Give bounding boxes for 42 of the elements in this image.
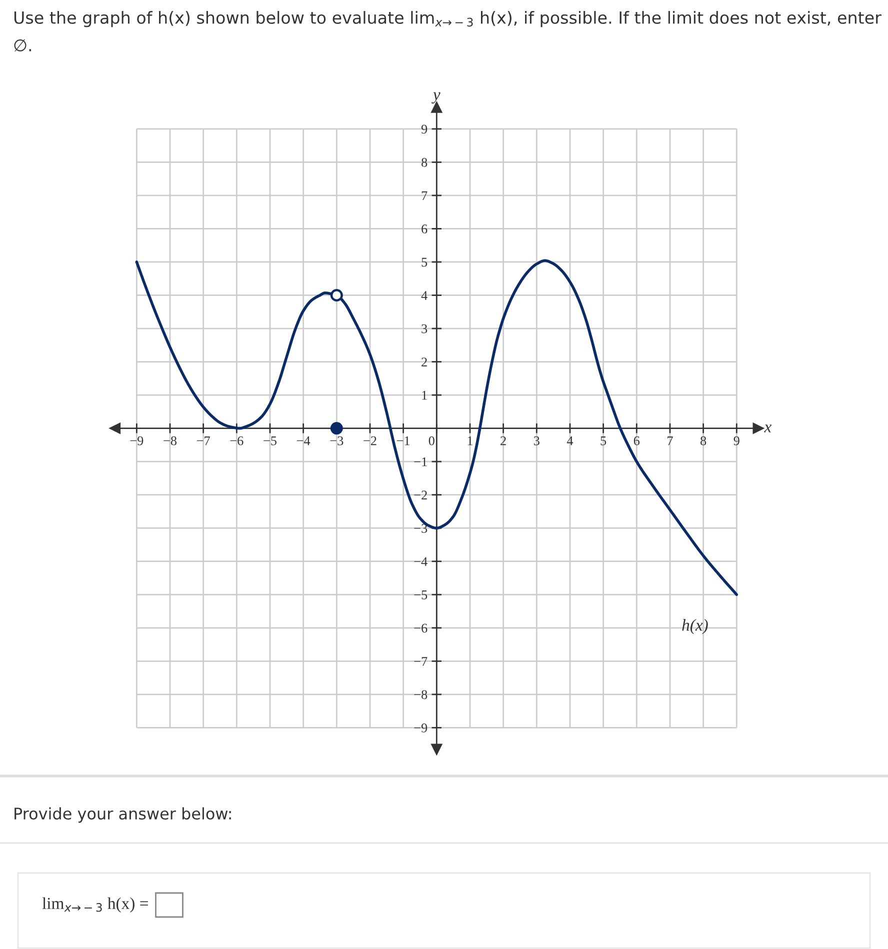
y-tick-label: −7	[414, 657, 428, 666]
y-tick-label: 1	[422, 390, 427, 400]
y-axis-title: y	[432, 92, 440, 104]
y-tick-label: 8	[422, 158, 428, 167]
x-tick-label: −8	[164, 436, 177, 446]
text: Provide your answer below:	[14, 807, 231, 823]
y-tick-label: 3	[422, 324, 428, 334]
x-tick-label: 4	[566, 436, 574, 446]
y-tick-label: 4	[421, 291, 428, 300]
y-tick-label: −9	[414, 724, 428, 732]
x-tick-label: 7	[668, 436, 673, 446]
y-tick-label: 6	[422, 224, 428, 234]
x-axis-title: x	[764, 424, 772, 432]
y-tick-label: −4	[414, 557, 428, 566]
x-tick-label: −5	[264, 436, 276, 446]
y-tick-label: 9	[421, 124, 428, 134]
y-tick-label: −2	[414, 490, 427, 500]
y-tick-label: −8	[414, 690, 428, 700]
y-tick-label: 5	[422, 258, 428, 267]
y-tick-label: 7	[422, 191, 428, 200]
x-tick-label: −1	[396, 436, 410, 446]
y-tick-label: 2	[422, 358, 427, 366]
x-tick-label: 2	[500, 436, 506, 446]
text: lim$_{x→−3}$ h(x) =	[42, 897, 148, 912]
x-tick-label: 0	[428, 436, 434, 446]
y-tick-label: −6	[414, 624, 428, 633]
text: h(x)	[682, 619, 708, 634]
chart-title: Use the graph of h(x) shown below to evaluate lim$_{x→−3}$ h(x), if possible. If the limit does not exist, enter ∅.	[14, 11, 882, 52]
x-tick-label: 5	[600, 436, 606, 446]
x-tick-label: 1	[468, 436, 472, 446]
x-tick-label: −2	[364, 436, 376, 446]
x-tick-label: −9	[130, 436, 144, 446]
x-tick-label: −6	[230, 436, 244, 446]
x-tick-label: 8	[700, 436, 706, 446]
x-tick-label: −4	[296, 436, 310, 446]
x-tick-label: 3	[534, 436, 540, 446]
x-tick-label: −3	[330, 436, 344, 446]
y-tick-label: −5	[414, 590, 428, 600]
x-tick-label: −7	[196, 436, 210, 446]
y-tick-label: −1	[414, 457, 427, 466]
x-tick-label: 6	[634, 436, 640, 446]
x-tick-label: 9	[734, 436, 740, 446]
